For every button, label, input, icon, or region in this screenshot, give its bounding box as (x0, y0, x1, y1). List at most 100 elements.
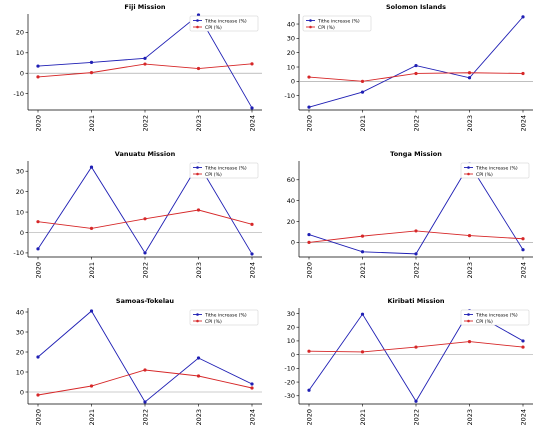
x-tick-label: 2022 (141, 409, 149, 426)
cpi-data-point (467, 71, 472, 75)
x-tick-label: 2024 (248, 262, 256, 279)
x-tick-label: 2020 (34, 409, 42, 426)
cpi-data-point (250, 386, 254, 390)
x-tick-label: 2024 (519, 115, 527, 132)
cpi-data-point (360, 234, 365, 238)
chart-title: Samoas-Tokelau (116, 297, 175, 305)
tithe-data-point (521, 248, 525, 252)
cpi-data-point (521, 345, 525, 349)
y-tick-label: 0 (291, 351, 295, 359)
cpi-data-point (521, 71, 525, 76)
legend-cpi-label: CPI (%) (476, 319, 493, 325)
x-tick-label: 2020 (34, 262, 42, 279)
y-tick-label: 0 (291, 239, 295, 247)
y-tick-label: 20 (16, 348, 24, 356)
legend: Tithe increase (%)CPI (%) (189, 162, 259, 179)
legend: Tithe increase (%)CPI (%) (302, 15, 372, 32)
x-tick-label: 2024 (519, 409, 527, 426)
chart-title: Solomon Islands (386, 3, 446, 11)
y-tick-label: -30 (284, 392, 295, 400)
tithe-data-point (360, 90, 365, 94)
tithe-data-point (250, 382, 254, 386)
legend-tithe-label: Tithe increase (%) (475, 165, 518, 171)
y-tick-label: 20 (287, 324, 295, 332)
tithe-data-point (143, 251, 147, 255)
y-tick-label: 40 (287, 20, 295, 28)
y-tick-label: 60 (287, 176, 295, 184)
legend: Tithe increase (%)CPI (%) (189, 309, 259, 326)
chart-title: Vanuatu Mission (115, 150, 176, 158)
chart-svg: Tonga Mission 0 20 40 60 2020 2021 2022 2023 2024… (287, 150, 533, 279)
cpi-data-point (196, 208, 201, 212)
y-tick-label: 10 (287, 337, 295, 345)
y-tick-label: 30 (16, 168, 24, 176)
legend-tithe-label: Tithe increase (%) (204, 18, 247, 24)
chart-svg: Samoas-Tokelau 0 10 20 30 40 2020 2021 2022 2023 2… (16, 297, 262, 426)
chart-title: Fiji Mission (124, 3, 166, 11)
cpi-data-point (196, 374, 201, 378)
x-tick-label: 2021 (359, 409, 367, 426)
x-tick-label: 2021 (359, 262, 367, 279)
x-tick-label: 2024 (519, 262, 527, 279)
y-tick-label: 10 (287, 63, 295, 71)
chart-svg: Kiribati Mission -30 -20 -10 0 10 20 30 2020 2021… (284, 297, 533, 426)
y-tick-label: 30 (287, 310, 295, 318)
y-tick-label: 20 (287, 49, 295, 57)
y-tick-label: 10 (16, 368, 24, 376)
chart-svg: Vanuatu Mission -10 0 10 20 30 2020 2021 2022 202… (13, 150, 262, 279)
cpi-data-point (196, 66, 201, 71)
legend-tithe-label: Tithe increase (%) (204, 312, 247, 318)
tithe-data-point (36, 355, 40, 359)
tithe-data-point (196, 356, 201, 360)
chart-panel: Samoas-Tokelau 0 10 20 30 40 2020 2021 2022 2023 2… (0, 294, 270, 440)
legend-cpi-marker (309, 25, 312, 29)
cpi-series-line (37, 63, 253, 78)
y-tick-label: 10 (16, 208, 24, 216)
x-tick-label: 2022 (412, 409, 420, 426)
tithe-data-point (414, 63, 418, 68)
legend-cpi-label: CPI (%) (205, 172, 222, 178)
tithe-data-point (414, 399, 418, 403)
cpi-series-line (37, 369, 253, 396)
x-tick-label: 2022 (412, 115, 420, 132)
x-tick-label: 2023 (466, 262, 474, 279)
chart-panel: Fiji Mission -10 0 10 20 2020 2021 2022 2023 2024… (0, 0, 270, 146)
tithe-data-point (89, 309, 94, 313)
tithe-data-point (250, 106, 254, 110)
y-tick-label: 40 (16, 308, 24, 316)
legend-cpi-label: CPI (%) (205, 25, 222, 31)
x-tick-label: 2021 (88, 262, 96, 279)
cpi-data-point (467, 234, 472, 238)
x-tick-label: 2023 (195, 409, 203, 426)
tithe-data-point (467, 76, 472, 80)
cpi-data-point (89, 384, 94, 388)
legend-cpi-label: CPI (%) (318, 25, 335, 31)
cpi-data-point (250, 222, 254, 226)
y-tick-label: 40 (287, 197, 295, 205)
legend-box (460, 309, 530, 326)
y-tick-label: 0 (20, 388, 24, 396)
chart-title: Tonga Mission (390, 150, 442, 158)
cpi-data-point (414, 345, 418, 349)
cpi-data-point (89, 226, 94, 231)
y-tick-label: 0 (20, 70, 24, 78)
y-tick-label: -10 (13, 249, 24, 257)
x-tick-label: 2020 (305, 262, 313, 279)
legend-tithe-marker (467, 313, 470, 316)
cpi-data-point (360, 79, 365, 83)
chart-panel: Solomon Islands -10 0 10 20 30 40 2020 2021 2022 2… (271, 0, 541, 146)
y-tick-label: 0 (291, 78, 295, 86)
cpi-data-point (143, 368, 147, 372)
x-tick-label: 2022 (141, 115, 149, 132)
tithe-data-point (360, 312, 365, 316)
legend-tithe-marker (196, 19, 199, 22)
tithe-data-point (521, 15, 525, 19)
tithe-data-point (250, 252, 254, 256)
cpi-data-point (414, 229, 418, 233)
tithe-data-point (414, 252, 418, 256)
legend: Tithe increase (%)CPI (%) (189, 15, 259, 32)
y-tick-label: 0 (20, 229, 24, 237)
tithe-data-point (36, 64, 40, 68)
tithe-data-point (89, 60, 94, 65)
